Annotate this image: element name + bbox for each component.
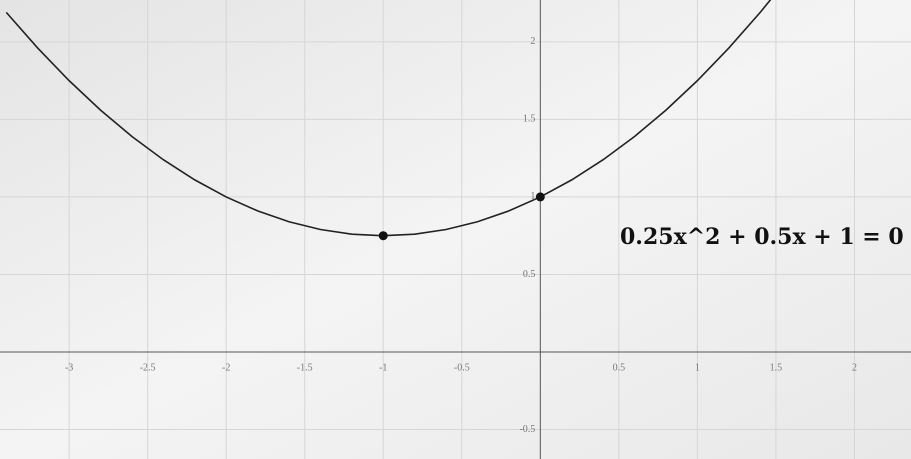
point xyxy=(378,231,388,241)
x-tick-label: -1 xyxy=(379,362,387,373)
x-tick-label: 2 xyxy=(852,362,857,373)
y-tick-label: 0.5 xyxy=(523,269,536,280)
x-tick-label: -1.5 xyxy=(297,362,313,373)
x-tick-label: 0.5 xyxy=(613,362,626,373)
x-tick-label: -2 xyxy=(222,362,230,373)
x-tick-label: 1 xyxy=(695,362,700,373)
y-tick-label: -0.5 xyxy=(519,424,535,435)
curve xyxy=(5,0,772,237)
y-tick-label: 2 xyxy=(530,36,535,47)
x-tick-label: -2.5 xyxy=(140,362,156,373)
x-tick-label: -0.5 xyxy=(454,362,470,373)
equation-annotation: 0.25x^2 + 0.5x + 1 = 0 xyxy=(620,224,904,250)
y-tick-label: 1.5 xyxy=(523,114,536,125)
x-tick-label: 1.5 xyxy=(770,362,783,373)
point xyxy=(535,192,545,202)
x-tick-label: -3 xyxy=(65,362,73,373)
y-tick-label: 1 xyxy=(530,191,535,202)
